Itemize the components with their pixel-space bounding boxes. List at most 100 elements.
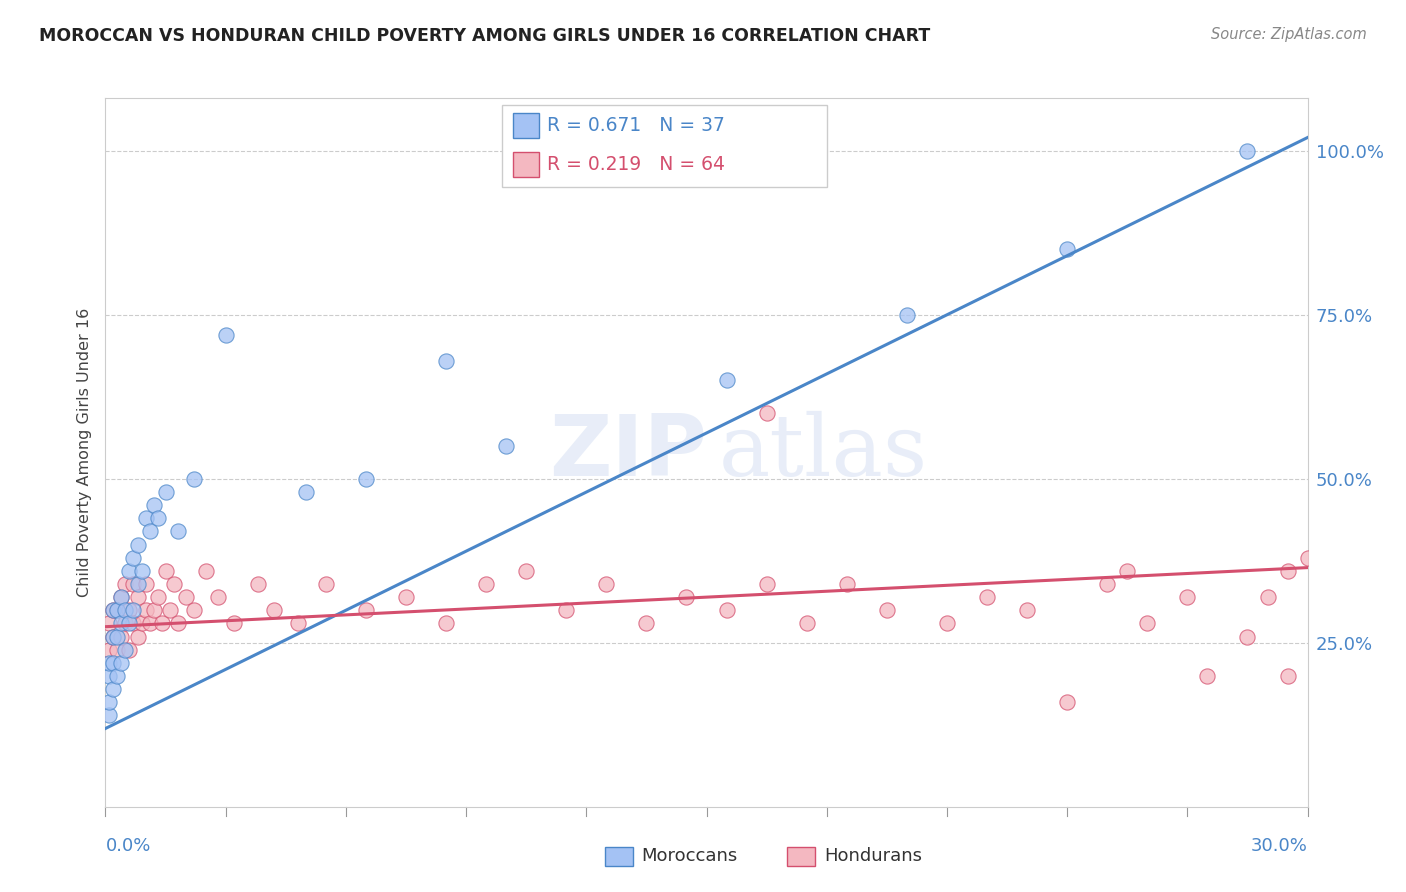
Point: [876, 603, 898, 617]
Point: [716, 374, 738, 388]
Point: [98, 695, 121, 709]
Text: Source: ZipAtlas.com: Source: ZipAtlas.com: [1211, 27, 1367, 42]
Point: [146, 511, 169, 525]
Point: [1017, 603, 1039, 617]
Point: [103, 630, 125, 644]
Point: [98, 656, 121, 670]
Point: [755, 577, 778, 591]
Point: [214, 327, 236, 342]
Point: [263, 603, 285, 617]
Point: [135, 511, 157, 525]
Point: [755, 406, 778, 420]
Point: [835, 577, 858, 591]
Point: [636, 616, 658, 631]
Point: [98, 669, 121, 683]
Point: [131, 564, 153, 578]
Point: [98, 616, 121, 631]
Point: [107, 630, 129, 644]
Point: [110, 630, 132, 644]
Point: [110, 616, 132, 631]
Point: [107, 669, 129, 683]
Point: [595, 577, 617, 591]
Point: [555, 603, 578, 617]
Point: [118, 564, 141, 578]
Point: [1277, 669, 1299, 683]
Point: [110, 590, 132, 604]
Point: [475, 577, 498, 591]
Point: [166, 616, 188, 631]
Point: [1277, 564, 1299, 578]
Point: [114, 616, 136, 631]
Point: [114, 642, 136, 657]
Point: [122, 550, 145, 565]
Point: [127, 538, 149, 552]
Point: [118, 603, 141, 617]
Y-axis label: Child Poverty Among Girls Under 16: Child Poverty Among Girls Under 16: [76, 308, 91, 598]
Point: [98, 708, 121, 723]
Point: [135, 577, 157, 591]
Point: [1056, 242, 1078, 256]
Point: [135, 603, 157, 617]
Point: [207, 590, 229, 604]
Point: [142, 603, 165, 617]
Point: [131, 616, 153, 631]
Point: [114, 603, 136, 617]
Text: atlas: atlas: [718, 411, 928, 494]
Point: [976, 590, 998, 604]
Point: [103, 630, 125, 644]
Text: R = 0.671   N = 37: R = 0.671 N = 37: [547, 116, 725, 135]
Text: Hondurans: Hondurans: [824, 847, 922, 865]
Text: 30.0%: 30.0%: [1251, 837, 1308, 855]
Text: Moroccans: Moroccans: [641, 847, 737, 865]
Point: [107, 603, 129, 617]
Point: [515, 564, 537, 578]
Point: [159, 603, 181, 617]
Point: [1136, 616, 1159, 631]
Point: [434, 353, 457, 368]
Point: [1257, 590, 1279, 604]
Point: [354, 603, 377, 617]
Point: [174, 590, 197, 604]
Point: [127, 630, 149, 644]
Point: [107, 603, 129, 617]
Point: [150, 616, 173, 631]
Point: [1197, 669, 1219, 683]
Point: [162, 577, 184, 591]
Point: [1116, 564, 1139, 578]
Point: [716, 603, 738, 617]
Point: [287, 616, 309, 631]
Text: 0.0%: 0.0%: [105, 837, 150, 855]
Text: ZIP: ZIP: [548, 411, 707, 494]
Point: [127, 577, 149, 591]
Point: [138, 524, 160, 539]
Point: [127, 590, 149, 604]
Point: [146, 590, 169, 604]
Point: [896, 308, 918, 322]
Point: [434, 616, 457, 631]
Point: [495, 439, 517, 453]
Point: [1056, 695, 1078, 709]
Point: [395, 590, 418, 604]
Point: [122, 616, 145, 631]
Point: [110, 590, 132, 604]
Point: [166, 524, 188, 539]
Point: [103, 656, 125, 670]
Point: [183, 472, 205, 486]
Point: [675, 590, 697, 604]
Point: [796, 616, 818, 631]
Text: R = 0.219   N = 64: R = 0.219 N = 64: [547, 155, 725, 174]
Point: [103, 603, 125, 617]
Point: [1177, 590, 1199, 604]
Point: [315, 577, 337, 591]
Text: MOROCCAN VS HONDURAN CHILD POVERTY AMONG GIRLS UNDER 16 CORRELATION CHART: MOROCCAN VS HONDURAN CHILD POVERTY AMONG…: [39, 27, 931, 45]
Point: [354, 472, 377, 486]
Point: [114, 577, 136, 591]
Point: [222, 616, 245, 631]
Point: [936, 616, 959, 631]
Point: [103, 603, 125, 617]
Point: [110, 656, 132, 670]
Point: [194, 564, 217, 578]
Point: [1296, 550, 1319, 565]
Point: [122, 603, 145, 617]
Point: [107, 642, 129, 657]
